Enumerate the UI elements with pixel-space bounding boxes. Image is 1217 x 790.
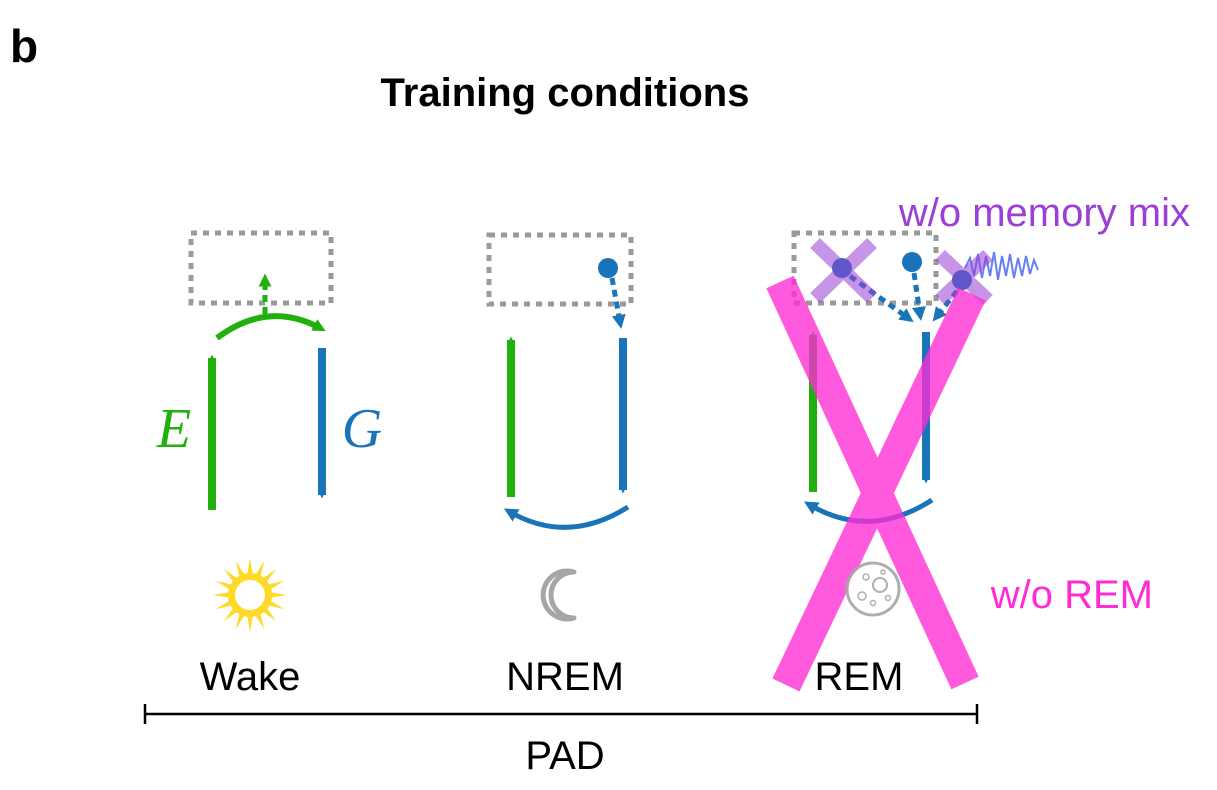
phase-label-nrem: NREM	[506, 655, 624, 699]
memory-mix-cross-2	[935, 249, 993, 306]
sun-ray	[213, 591, 232, 599]
rem-mix-arrow-2	[911, 272, 926, 321]
nrem-circuit	[486, 232, 634, 530]
sun-ray	[268, 591, 287, 599]
noise-waveform-icon	[964, 251, 1039, 281]
encoder-label: E	[156, 398, 191, 460]
panel-letter: b	[10, 20, 38, 72]
pad-timeline	[143, 704, 979, 724]
rem-latent-sample-2	[902, 252, 922, 272]
nrem-generator-to-encoder-arc	[503, 504, 630, 530]
nrem-sample-arrow	[609, 277, 626, 329]
sun-icon	[213, 558, 287, 632]
wake-latent-box	[188, 230, 334, 306]
sun-ray	[246, 558, 254, 577]
memory-mix-cross-1	[810, 237, 877, 304]
rem-ablation-cross	[766, 275, 986, 692]
no-rem-label: w/o REM	[990, 573, 1153, 617]
phase-label-wake: Wake	[200, 655, 301, 699]
nrem-latent-sample	[598, 258, 618, 278]
wake-encoder-to-generator-arc	[215, 313, 326, 341]
rem-latent-box	[791, 230, 939, 306]
rem-circuit	[766, 230, 1039, 692]
diagram-title: Training conditions	[381, 71, 750, 115]
full-moon-icon	[845, 561, 901, 617]
nrem-latent-box	[486, 232, 634, 307]
timeline-label: PAD	[525, 734, 604, 778]
wake-circuit: E G	[156, 230, 382, 510]
phase-label-rem: REM	[815, 655, 904, 699]
generator-label: G	[342, 398, 382, 460]
crescent-moon-icon	[540, 568, 577, 622]
no-memory-mix-label: w/o memory mix	[898, 191, 1190, 235]
sun-ray	[246, 613, 254, 632]
